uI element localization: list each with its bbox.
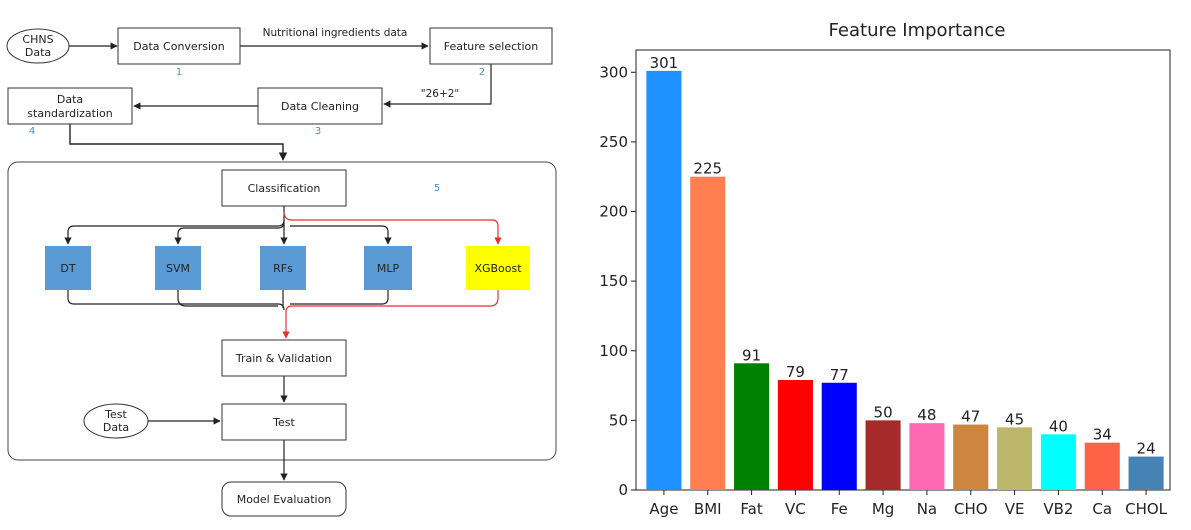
y-tick-label: 300 — [599, 63, 628, 81]
x-tick-label: Na — [917, 500, 937, 518]
bar-value-label: 24 — [1137, 440, 1156, 458]
bar-na — [909, 423, 945, 490]
data-conversion-label: Data Conversion — [133, 40, 224, 53]
data-standardization-line-2: standardization — [27, 107, 112, 120]
x-tick-label: Age — [649, 500, 678, 518]
bar-vb2 — [1040, 434, 1076, 490]
y-tick-label: 0 — [618, 481, 628, 499]
chart-title: Feature Importance — [829, 20, 1006, 41]
edge-label-nutritional: Nutritional ingredients data — [263, 27, 408, 39]
step-number-1: 1 — [176, 67, 182, 78]
bar-ve — [997, 427, 1033, 490]
y-tick-label: 100 — [599, 342, 628, 360]
chns-data-line-2: Data — [25, 46, 51, 59]
x-tick-label: Fe — [831, 500, 848, 518]
test-node: Test — [221, 403, 347, 441]
workflow-diagram: CHNS Data Data Conversion 1 Nutritional … — [6, 27, 557, 517]
bar-age — [646, 70, 682, 490]
model-evaluation-node: Model Evaluation — [221, 481, 347, 517]
test-data-line-1: Test — [104, 408, 127, 421]
bar-value-label: 40 — [1049, 417, 1068, 435]
x-tick-label: VB2 — [1043, 500, 1073, 518]
x-tick-label: CHOL — [1125, 500, 1168, 518]
x-tick-label: Fat — [740, 500, 762, 518]
x-tick-label: VE — [1005, 500, 1025, 518]
bar-value-label: 77 — [830, 366, 849, 384]
model-dt-node: DT — [45, 246, 91, 290]
y-tick-label: 150 — [599, 272, 628, 290]
bar-mg — [865, 420, 901, 490]
test-label: Test — [272, 416, 295, 429]
feature-selection-node: Feature selection — [429, 27, 553, 65]
bar-fat — [734, 363, 770, 490]
bar-value-label: 34 — [1093, 426, 1112, 444]
model-mlp-node: MLP — [364, 246, 412, 290]
data-standardization-line-1: Data — [57, 93, 83, 106]
x-tick-label: Mg — [872, 500, 894, 518]
bar-chol — [1128, 456, 1164, 490]
bar-value-label: 45 — [1005, 410, 1024, 428]
x-tick-label: Ca — [1092, 500, 1112, 518]
step-number-2: 2 — [479, 67, 485, 78]
classification-container — [7, 161, 557, 461]
train-validation-label: Train & Validation — [235, 352, 332, 365]
bar-value-label: 47 — [961, 408, 980, 426]
chns-data-node: CHNS Data — [6, 28, 70, 64]
step-number-5: 5 — [434, 183, 440, 194]
model-evaluation-label: Model Evaluation — [237, 493, 332, 506]
plot-frame — [635, 49, 1171, 491]
chart-plot-area: 0 50 100 150 200 250 300 301 Age 225 BMI 91 Fat 79 VC 7… — [599, 49, 1171, 518]
feature-selection-label: Feature selection — [444, 40, 539, 53]
model-svm-label: SVM — [166, 262, 190, 275]
data-conversion-node: Data Conversion — [117, 27, 241, 65]
step-number-4: 4 — [29, 126, 35, 137]
bar-fe — [821, 382, 857, 490]
data-cleaning-label: Data Cleaning — [281, 100, 359, 113]
edge-label-26-2: "26+2" — [421, 88, 460, 100]
bar-ca — [1084, 442, 1120, 490]
x-tick-label: BMI — [694, 500, 722, 518]
classification-node: Classification — [221, 169, 347, 207]
data-standardization-node: Data standardization — [7, 87, 133, 125]
model-mlp-label: MLP — [377, 262, 400, 275]
test-data-node: Test Data — [83, 403, 149, 439]
x-tick-label: CHO — [954, 500, 988, 518]
train-validation-node: Train & Validation — [221, 339, 347, 377]
step-number-3: 3 — [315, 126, 321, 137]
chns-data-line-1: CHNS — [22, 33, 53, 46]
bar-vc — [777, 380, 813, 490]
model-dt-label: DT — [60, 262, 75, 275]
test-data-line-2: Data — [103, 421, 129, 434]
model-xgboost-label: XGBoost — [474, 262, 522, 275]
bar-value-label: 79 — [786, 363, 805, 381]
bar-cho — [953, 424, 989, 490]
y-tick-label: 250 — [599, 133, 628, 151]
feature-importance-chart: Feature Importance 0 50 100 150 200 250 300 301… — [599, 20, 1171, 518]
model-rfs-label: RFs — [273, 262, 293, 275]
model-svm-node: SVM — [155, 246, 201, 290]
model-xgboost-node: XGBoost — [466, 246, 530, 290]
bar-value-label: 301 — [650, 54, 679, 72]
model-rfs-node: RFs — [260, 246, 306, 290]
bar-value-label: 91 — [742, 346, 761, 364]
bar-value-label: 48 — [917, 406, 936, 424]
bar-value-label: 50 — [874, 403, 893, 421]
x-tick-label: VC — [785, 500, 806, 518]
bar-bmi — [690, 176, 726, 490]
y-tick-label: 50 — [609, 411, 628, 429]
bar-value-label: 225 — [693, 160, 722, 178]
data-cleaning-node: Data Cleaning — [257, 87, 383, 125]
classification-label: Classification — [248, 182, 321, 195]
y-tick-label: 200 — [599, 203, 628, 221]
